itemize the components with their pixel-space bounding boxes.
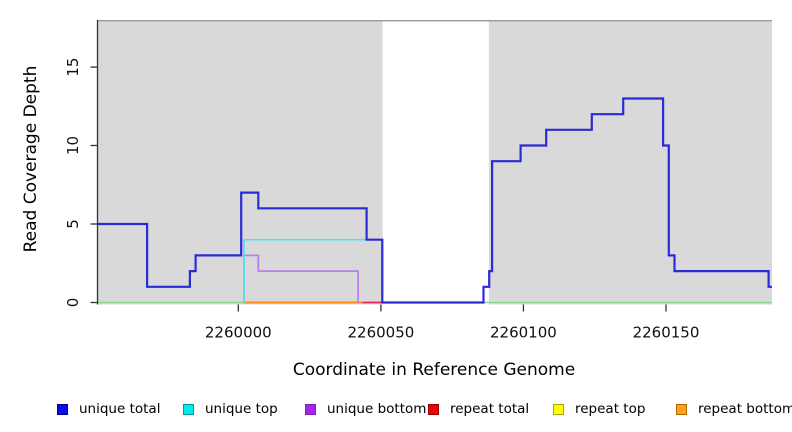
legend-item-repeat-total: repeat total [428,401,529,417]
legend-swatch-unique-top [183,403,194,415]
x-tick-label: 2260050 [347,324,414,342]
y-axis-label: Read Coverage Depth [21,65,41,253]
legend-label: unique total [79,401,161,417]
legend-item-repeat-bottom: repeat bottom [676,401,792,417]
legend-item-unique-top: unique top [183,401,278,417]
series-line-unique-total [97,97,772,304]
legend-swatch-repeat-total [428,403,439,415]
y-tick-label: 5 [64,219,82,229]
series-line-unique-top [243,238,367,303]
y-tick-label: 15 [64,58,82,77]
legend-label: repeat top [575,401,646,417]
x-tick-label: 2260000 [205,324,272,342]
y-tick-label: 10 [64,136,82,155]
x-tick-label: 2260150 [633,324,700,342]
legend-swatch-repeat-bottom [676,403,687,415]
coverage-depth-chart: 0 5 10 15 2260000 2260050 2260100 2260150 [64,20,772,342]
x-axis-label: Coordinate in Reference Genome [292,360,576,380]
legend-item-unique-bottom: unique bottom [305,401,426,417]
y-tick-label: 0 [64,298,82,308]
legend-label: repeat total [450,401,530,417]
legend-item-unique-total: unique total [57,401,160,417]
uncovered-gap-band [382,20,489,305]
legend-label: unique bottom [327,401,427,417]
legend-swatch-unique-total [57,403,68,415]
legend-swatch-unique-bottom [305,403,316,415]
legend-swatch-repeat-top [553,403,564,415]
legend-label: repeat bottom [698,401,792,417]
legend-label: unique top [205,401,278,417]
legend-item-repeat-top: repeat top [553,401,645,417]
x-tick-label: 2260100 [490,324,557,342]
